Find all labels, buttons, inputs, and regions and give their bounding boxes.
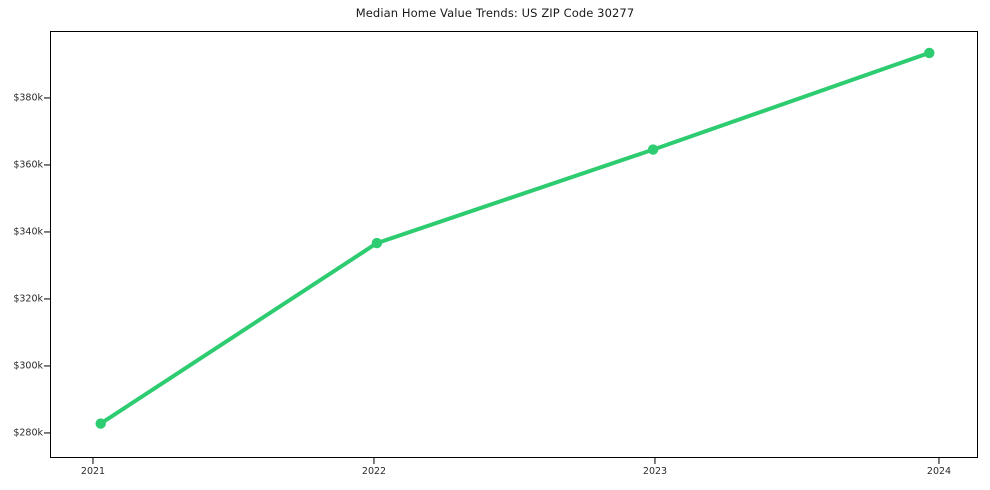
y-axis-tick-marks — [0, 0, 50, 490]
x-tick-mark — [654, 458, 656, 464]
y-tick-label: $320k — [13, 293, 43, 305]
x-tick-label: 2023 — [642, 466, 668, 477]
chart-title: Median Home Value Trends: US ZIP Code 30… — [355, 6, 635, 20]
y-tick-mark — [44, 231, 50, 233]
y-tick-mark — [44, 97, 50, 99]
data-point-marker[interactable] — [95, 418, 106, 429]
y-axis-tick-labels: $380k $360k $340k $320k $300k $280k — [0, 0, 43, 490]
y-tick-mark — [44, 432, 50, 434]
x-tick-label: 2024 — [926, 466, 952, 477]
y-tick-label: $340k — [13, 226, 43, 238]
x-tick-mark — [373, 458, 375, 464]
y-tick-mark — [44, 164, 50, 166]
y-tick-label: $280k — [13, 427, 43, 439]
x-tick-mark — [92, 458, 94, 464]
y-tick-label: $380k — [13, 92, 43, 104]
y-tick-mark — [44, 298, 50, 300]
data-point-marker[interactable] — [924, 47, 935, 59]
data-point-marker[interactable] — [647, 144, 659, 155]
series-line-median-home-value — [98, 50, 932, 426]
x-tick-label: 2022 — [361, 466, 387, 477]
x-tick-label: 2021 — [80, 466, 106, 477]
y-tick-label: $300k — [13, 360, 43, 372]
line-chart-svg — [95, 47, 935, 429]
y-tick-label: $360k — [13, 159, 43, 171]
x-tick-mark — [938, 458, 940, 464]
data-point-marker[interactable] — [371, 237, 383, 249]
plot-area — [50, 31, 978, 458]
y-tick-mark — [44, 365, 50, 367]
